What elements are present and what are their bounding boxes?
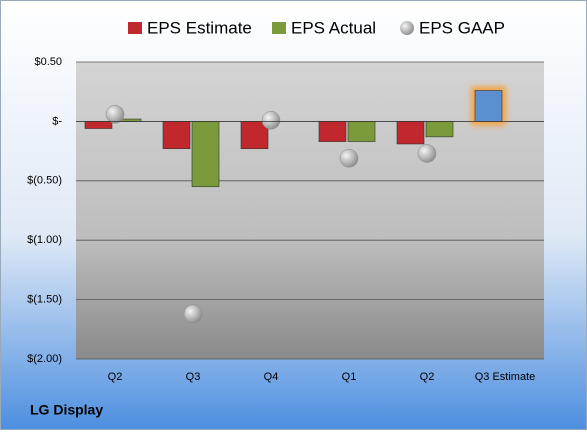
bar xyxy=(318,121,347,142)
bar xyxy=(425,121,454,138)
y-tick-label: $(2.00) xyxy=(27,353,62,365)
gaap-point xyxy=(261,110,281,130)
bar xyxy=(162,121,191,150)
bar xyxy=(474,90,503,122)
y-tick-label: $(1.00) xyxy=(27,234,62,246)
bar xyxy=(240,121,269,150)
x-tick-label: Q3 xyxy=(186,371,201,383)
bar xyxy=(396,121,425,145)
gaap-point xyxy=(105,105,125,124)
bar xyxy=(191,121,220,188)
gaap-point xyxy=(339,148,359,168)
y-tick-label: $(0.50) xyxy=(27,175,62,187)
legend-label: EPS Actual xyxy=(291,18,376,37)
y-tick-label: $(1.50) xyxy=(27,294,62,306)
gaap-point xyxy=(183,304,203,324)
legend-swatch xyxy=(400,21,414,35)
legend-swatch xyxy=(128,22,142,34)
legend-label: EPS Estimate xyxy=(147,18,252,37)
x-tick-label: Q1 xyxy=(342,371,357,383)
x-tick-label: Q2 xyxy=(108,371,123,383)
caption: LG Display xyxy=(30,402,103,418)
gaap-point xyxy=(417,144,437,163)
y-tick-label: $- xyxy=(52,115,62,127)
x-tick-label: Q4 xyxy=(264,371,279,383)
plot-area xyxy=(76,62,544,359)
x-tick-label: Q2 xyxy=(420,371,435,383)
y-tick-label: $0.50 xyxy=(34,56,62,68)
x-tick-label: Q3 Estimate xyxy=(475,371,536,383)
bar xyxy=(347,121,376,142)
legend-swatch xyxy=(272,22,286,34)
legend-label: EPS GAAP xyxy=(419,18,505,37)
bar xyxy=(84,121,113,129)
